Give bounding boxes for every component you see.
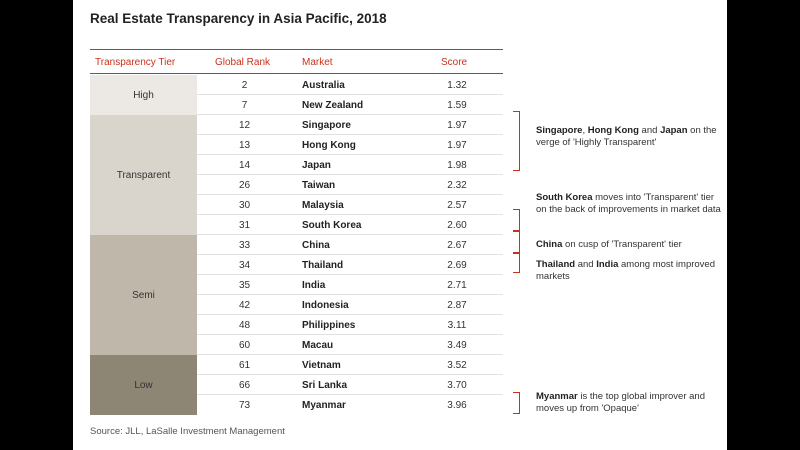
table-row: 35 India 2.71	[197, 275, 503, 295]
score-cell: 1.97	[447, 140, 467, 151]
table-row: 61 Vietnam 3.52	[197, 355, 503, 375]
tier-semi: Semi	[90, 235, 197, 355]
table-row: 2 Australia 1.32	[197, 75, 503, 95]
market-cell: Thailand	[302, 260, 344, 271]
table-row: 7 New Zealand 1.59	[197, 95, 503, 115]
rank-cell: 73	[238, 400, 251, 411]
market-cell: Malaysia	[302, 200, 344, 211]
tier-label: Transparent	[116, 169, 171, 181]
header-top-rule	[90, 49, 503, 50]
market-cell: Australia	[302, 80, 345, 91]
score-cell: 2.67	[447, 240, 467, 251]
score-cell: 2.32	[447, 180, 467, 191]
tier-label: Semi	[132, 289, 155, 301]
tier-high: High	[90, 75, 197, 115]
rank-cell: 34	[238, 260, 251, 271]
rank-cell: 33	[238, 240, 251, 251]
bracket-china	[513, 231, 520, 253]
market-cell: Macau	[302, 340, 334, 351]
bracket-myanmar	[513, 392, 520, 414]
tier-transparent: Transparent	[90, 115, 197, 235]
table-row: 13 Hong Kong 1.97	[197, 135, 503, 155]
table-row: 42 Indonesia 2.87	[197, 295, 503, 315]
score-cell: 2.57	[447, 200, 467, 211]
market-cell: New Zealand	[302, 100, 364, 111]
rank-cell: 61	[238, 360, 251, 371]
rank-cell: 7	[241, 100, 248, 111]
header-market: Market	[302, 57, 333, 68]
market-cell: South Korea	[302, 220, 362, 231]
table-row: 33 China 2.67	[197, 235, 503, 255]
rank-cell: 48	[238, 320, 251, 331]
annotation-china: China on cusp of 'Transparent' tier	[536, 239, 682, 250]
table-row: 34 Thailand 2.69	[197, 255, 503, 275]
annotation-south-korea: South Korea moves into 'Transparent' tie…	[536, 192, 721, 215]
market-cell: Hong Kong	[302, 140, 356, 151]
score-cell: 1.98	[447, 160, 467, 171]
market-cell: China	[302, 240, 330, 251]
rank-cell: 42	[238, 300, 251, 311]
header-tier: Transparency Tier	[95, 57, 176, 68]
header-score: Score	[441, 57, 468, 68]
table-row: 12 Singapore 1.97	[197, 115, 503, 135]
score-cell: 2.71	[447, 280, 467, 291]
annotation-myanmar: Myanmar is the top global improver and m…	[536, 391, 705, 414]
score-cell: 3.96	[447, 400, 467, 411]
table-row: 48 Philippines 3.11	[197, 315, 503, 335]
rank-cell: 14	[238, 160, 251, 171]
market-cell: Myanmar	[302, 400, 346, 411]
score-cell: 1.59	[447, 100, 467, 111]
market-cell: Philippines	[302, 320, 356, 331]
table-row: 26 Taiwan 2.32	[197, 175, 503, 195]
header-rank: Global Rank	[215, 57, 271, 68]
table-row: 60 Macau 3.49	[197, 335, 503, 355]
rank-cell: 13	[238, 140, 251, 151]
rank-cell: 12	[238, 120, 251, 131]
rank-cell: 30	[238, 200, 251, 211]
table-row: 66 Sri Lanka 3.70	[197, 375, 503, 395]
table-row: 30 Malaysia 2.57	[197, 195, 503, 215]
rank-cell: 60	[238, 340, 251, 351]
rank-cell: 2	[241, 80, 248, 91]
market-cell: Indonesia	[302, 300, 349, 311]
market-cell: Sri Lanka	[302, 380, 348, 391]
score-cell: 3.70	[447, 380, 467, 391]
score-cell: 3.52	[447, 360, 467, 371]
table-row: 14 Japan 1.98	[197, 155, 503, 175]
score-cell: 2.60	[447, 220, 467, 231]
market-cell: Taiwan	[302, 180, 336, 191]
bracket-thailand-india	[513, 253, 520, 273]
score-cell: 2.87	[447, 300, 467, 311]
rank-cell: 26	[238, 180, 251, 191]
rank-cell: 31	[238, 220, 251, 231]
source-note: Source: JLL, LaSalle Investment Manageme…	[90, 426, 285, 437]
score-cell: 3.49	[447, 340, 467, 351]
score-cell: 1.32	[447, 80, 467, 91]
annotation-singapore-japan: Singapore, Hong Kong and Japan on the ve…	[536, 125, 717, 148]
market-cell: India	[302, 280, 326, 291]
slide: Real Estate Transparency in Asia Pacific…	[73, 0, 727, 450]
score-cell: 2.69	[447, 260, 467, 271]
score-cell: 3.11	[447, 320, 467, 331]
header-bottom-rule	[90, 73, 503, 74]
score-cell: 1.97	[447, 120, 467, 131]
table-row: 31 South Korea 2.60	[197, 215, 503, 235]
bracket-south-korea	[513, 209, 520, 231]
rank-cell: 35	[238, 280, 251, 291]
tier-label: High	[133, 89, 154, 101]
market-cell: Singapore	[302, 120, 351, 131]
tier-label: Low	[134, 379, 153, 391]
tier-low: Low	[90, 355, 197, 415]
annotation-thailand-india: Thailand and India among most improved m…	[536, 259, 715, 282]
rank-cell: 66	[238, 380, 251, 391]
market-cell: Vietnam	[302, 360, 341, 371]
page-title: Real Estate Transparency in Asia Pacific…	[90, 11, 387, 26]
bracket-singapore-japan	[513, 111, 520, 171]
table-row: 73 Myanmar 3.96	[197, 395, 503, 415]
market-cell: Japan	[302, 160, 331, 171]
